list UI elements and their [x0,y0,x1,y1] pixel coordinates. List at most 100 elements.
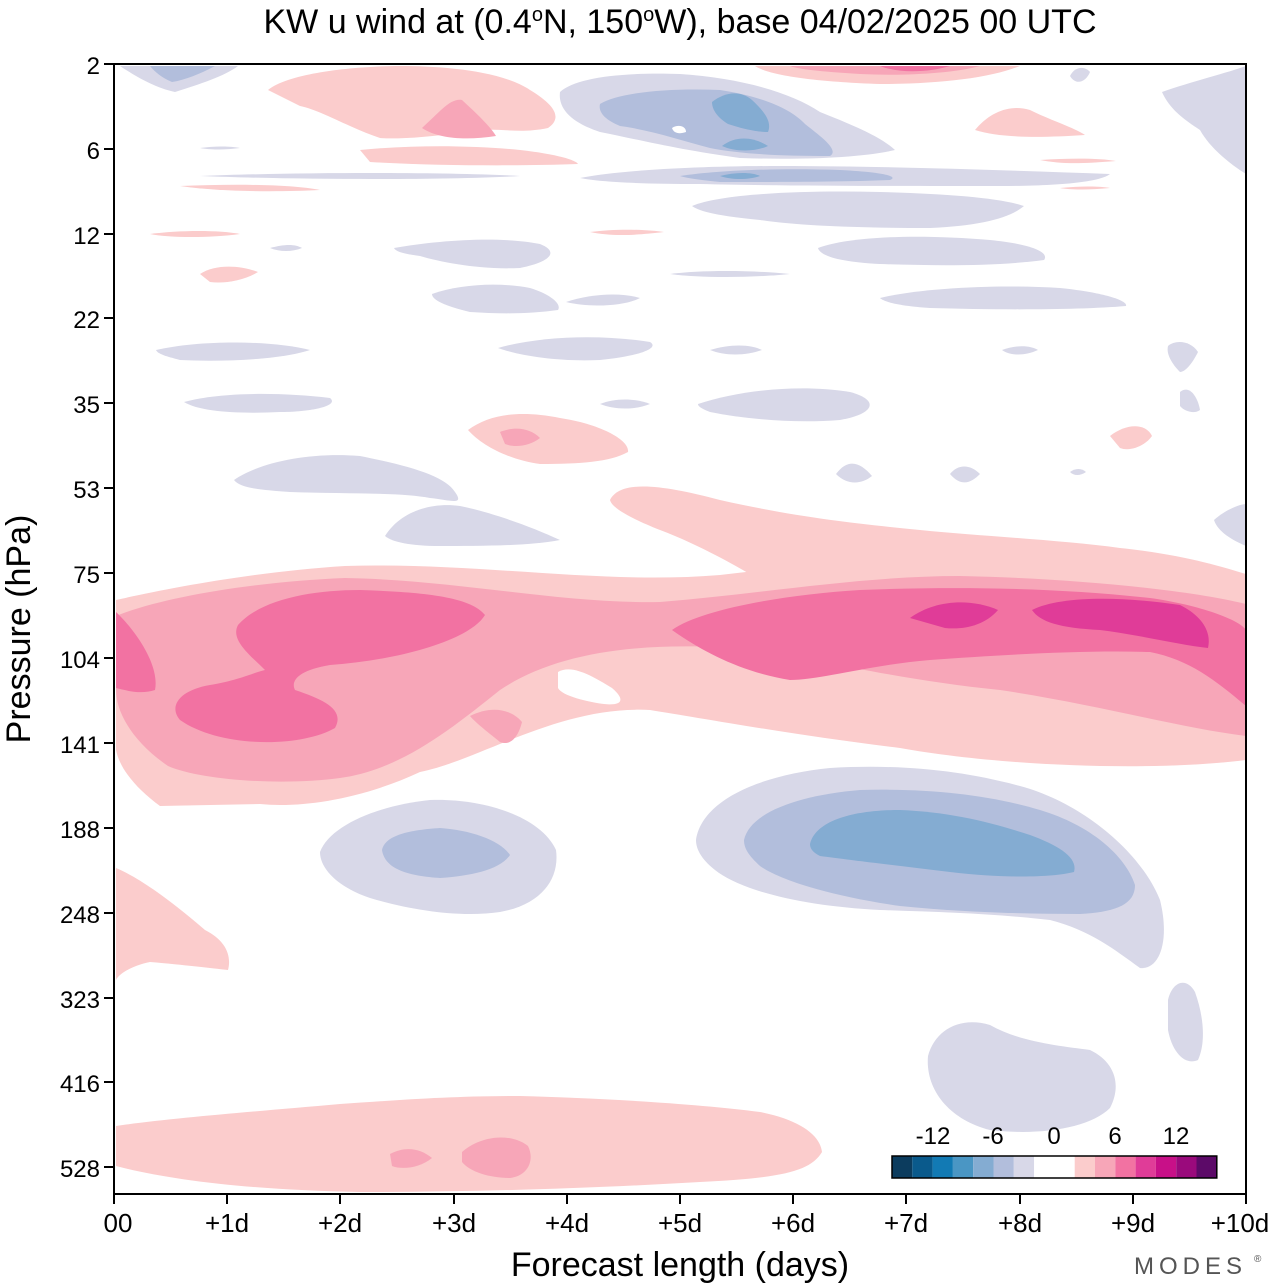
x-tick-label: +9d [1111,1208,1155,1238]
contour-negative-upper-center-8b [722,138,768,151]
contour-positive-upper-left-b [360,146,578,166]
y-tick-label: 22 [73,307,100,334]
contour-positive-small-center-b [150,231,240,237]
y-tick-label: 104 [60,647,100,674]
x-tick-label: +3d [432,1208,476,1238]
colorbar-swatch [1135,1156,1156,1178]
colorbar: -12 -6 0 6 12 [891,1123,1218,1179]
contour-negative-band-50d [950,466,980,483]
contour-negative-band-28 [156,342,310,361]
y-tick-label: 323 [60,987,100,1014]
contour-negative-band-12d [270,245,302,251]
colorbar-swatch [892,1156,913,1178]
contour-negative-band-12b [818,236,1046,266]
contour-positive-small-left [200,266,258,283]
colorbar-swatch [1013,1156,1035,1178]
contour-positive-top-right-6 [880,66,950,72]
colorbar-swatch [952,1156,974,1178]
contour-positive-wedge [610,486,1246,590]
contour-negative-gap [558,669,621,705]
contour-positive-band-6 [175,590,486,743]
contour-positive-upper-left [268,66,556,139]
contour-negative-band-50c [836,463,872,483]
colorbar-swatch [1095,1156,1116,1178]
x-axis: 00 +1d +2d +3d +4d +5d +6d +7d +8d +9d +… [104,1194,1270,1238]
y-tick-label: 6 [87,138,100,165]
colorbar-swatch [932,1156,953,1178]
colorbar-swatch [1074,1156,1095,1178]
contour-negative-band-28c [710,345,762,355]
colorbar-swatch [973,1156,994,1178]
contour-positive-small-center [590,229,664,235]
contour-positive-band-8 [910,602,998,629]
modes-logo-mark: ® [1254,1254,1262,1265]
colorbar-frame [891,1155,1218,1179]
contour-negative-thin-band-8 [720,173,760,179]
contour-negative-band-12c [394,239,551,269]
contour-negative-band-18 [432,284,559,314]
x-axis-label: Forecast length (days) [511,1246,849,1284]
contour-negative-top-left-6 [150,66,215,82]
contour-positive-spot-4 [470,709,522,744]
colorbar-swatch [1115,1156,1136,1178]
contour-negative-band-12e [670,271,790,277]
contour-negative-thin-band-b [200,173,520,179]
y-tick-label: 12 [73,223,100,250]
x-tick-label: +4d [545,1208,589,1238]
x-tick-label: +8d [998,1208,1042,1238]
contour-negative-band-35c [698,388,870,422]
contour-negative-lower-right-8 [810,810,1075,877]
contour-negative-band-50f [1214,504,1246,546]
colorbar-swatch [1176,1156,1197,1178]
y-axis: 2 6 12 22 35 53 75 104 141 188 248 323 4… [60,53,114,1183]
contour-positive-lower-long-4b [462,1137,531,1178]
contour-fields [116,66,1246,1192]
contour-negative-band-18b [566,294,640,306]
y-tick-label: 2 [87,53,100,80]
contour-negative-lower-right-c [1168,982,1203,1062]
contour-negative-lower-right-b [927,1022,1116,1132]
contour-negative-band-50 [234,455,459,501]
colorbar-swatch [1155,1156,1177,1178]
y-tick-label: 528 [60,1156,100,1183]
contour-negative-band-6g [1070,67,1090,82]
x-tick-label: +7d [884,1208,928,1238]
colorbar-tick-label: 0 [1047,1123,1060,1150]
contour-positive-lower-long-4 [390,1149,432,1168]
contour-negative-band-28e [1167,342,1198,372]
contour-negative-band-6f [1162,66,1246,174]
y-tick-label: 53 [73,477,100,504]
contour-positive-small-right [975,108,1085,137]
colorbar-swatch [1034,1156,1075,1178]
x-tick-label: +5d [658,1208,702,1238]
contour-negative-thin-band-c [200,146,240,150]
contour-positive-upper-left-4 [422,99,496,139]
contour-negative-band-35d [1180,389,1200,413]
contour-negative-band-35b [600,399,650,409]
contour-negative-lower-left-6 [382,828,510,878]
contour-positive-mid-right [1110,426,1152,450]
contour-positive-band-8b [1032,598,1209,648]
contour-negative-band-28d [1002,346,1038,355]
contour-positive-small-right-c [1060,186,1110,190]
colorbar-tick-label: -12 [916,1123,951,1150]
contour-positive-lower-left [116,868,230,980]
contour-negative-upper-center-8 [712,93,770,132]
contour-positive-lower-long [116,1096,822,1192]
contour-positive-small-right-b [1040,158,1116,164]
contour-negative-band-18c [880,286,1127,310]
y-tick-label: 141 [60,732,100,759]
chart-title: KW u wind at (0.4oN, 150oW), base 04/02/… [263,3,1096,41]
y-tick-label: 75 [73,562,100,589]
colorbar-tick-label: 12 [1163,1123,1190,1150]
contour-positive-mid-left-4 [500,428,540,446]
x-tick-label: 00 [104,1208,133,1238]
y-tick-label: 188 [60,817,100,844]
contour-positive-band-6b [116,612,156,693]
contour-negative-band-28b [498,337,653,361]
colorbar-tick-label: 6 [1108,1123,1121,1150]
contour-negative-thin-band-6 [680,169,893,182]
y-axis-label: Pressure (hPa) [0,515,38,744]
contour-negative-band-50b [385,505,560,546]
x-tick-label: +10d [1211,1208,1270,1238]
